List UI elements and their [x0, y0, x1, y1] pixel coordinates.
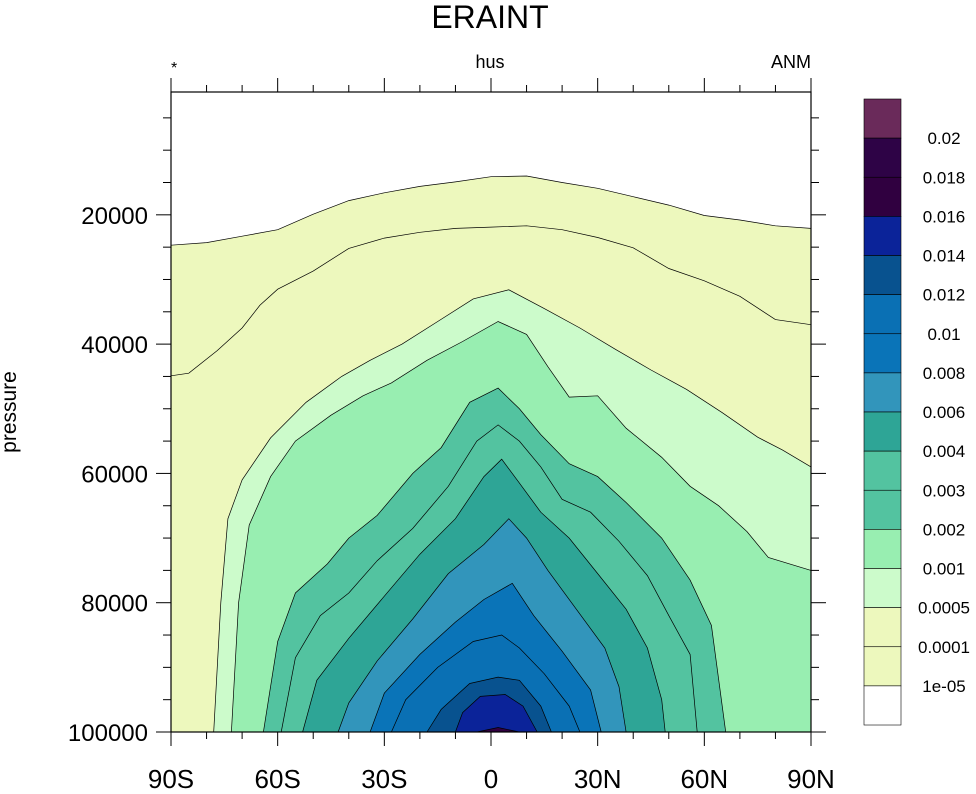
contour-line-0.008: [369, 582, 602, 733]
colorbar-label: 0.008: [923, 364, 966, 383]
contour-line-0.0005: [213, 289, 812, 733]
colorbar-box: [863, 98, 902, 139]
colorbar-label: 0.003: [923, 481, 966, 500]
colorbar-label: 0.004: [923, 442, 966, 461]
x-tick-label: 30N: [574, 764, 622, 794]
right-string: ANM: [771, 52, 811, 72]
contour-fills: [171, 176, 811, 733]
contour-line-0.003: [280, 424, 698, 733]
colorbar-label: 0.01: [927, 325, 960, 344]
colorbar-label: 0.001: [923, 560, 966, 579]
contour-line-0.016: [476, 727, 520, 733]
axis-ticks: [156, 78, 826, 746]
contour-line-0.004: [302, 458, 666, 733]
contour-line-0.001: [231, 321, 812, 733]
colorbar-label: 0.018: [923, 168, 966, 187]
contour-line-0.01: [391, 634, 581, 733]
center-string: hus: [475, 52, 504, 72]
colorbar-box: [863, 489, 902, 530]
chart-title: ERAINT: [431, 0, 548, 35]
colorbar-label: 0.006: [923, 403, 966, 422]
contour-line-0.002: [263, 387, 727, 733]
colorbar-label: 0.014: [923, 247, 966, 266]
colorbar-label: 0.0001: [918, 638, 970, 657]
left-string: *: [171, 60, 177, 77]
y-tick-label: 40000: [81, 332, 148, 359]
x-tick-label: 0: [484, 764, 498, 794]
y-tick-label: 80000: [81, 591, 148, 618]
contour-line-0.006: [337, 518, 627, 733]
colorbar-box: [863, 568, 902, 608]
x-tick-label: 60S: [255, 764, 301, 794]
contour-fill-0.014: [455, 694, 538, 732]
colorbar-label: 0.002: [923, 520, 966, 539]
colorbar-label: 0.012: [923, 286, 966, 305]
contour-lines: [170, 175, 812, 733]
tick-labels: 90S 60S 30S 0 30N 60N 90N 20000 40000 60000 80000 1…: [68, 203, 835, 794]
y-tick-label: 100000: [68, 720, 148, 747]
colorbar-box: [863, 411, 902, 452]
colorbar-label: 0.0005: [918, 599, 970, 618]
contour-line-0.014: [455, 694, 538, 733]
colorbar-box: [863, 294, 902, 335]
x-tick-label: 60N: [680, 764, 728, 794]
y-tick-label: 20000: [81, 203, 148, 230]
colorbar-box: [863, 450, 902, 491]
y-axis-label: pressure: [0, 371, 21, 453]
colorbar-box: [863, 529, 902, 569]
colorbar-label: 0.02: [927, 129, 960, 148]
contour-line-0.0001: [170, 225, 812, 377]
colorbar-box: [863, 255, 902, 295]
colorbar-box: [863, 372, 902, 413]
colorbar-label: 0.016: [923, 207, 966, 226]
colorbar-box: [863, 646, 902, 687]
colorbar-box: [863, 607, 902, 648]
colorbar-box: [863, 176, 902, 217]
contour-fill-0.016: [476, 727, 520, 732]
contour-line-1e-05: [170, 175, 812, 246]
y-tick-label: 60000: [81, 461, 148, 488]
colorbar-box: [863, 685, 902, 726]
colorbar-box: [863, 137, 902, 178]
contour-line-0.012: [426, 676, 552, 733]
x-tick-label: 30S: [361, 764, 407, 794]
colorbar: 1e-05 0.0001 0.0005 0.001 0.002 0.003 0.004 0.0…: [863, 98, 970, 726]
colorbar-box: [863, 333, 902, 374]
colorbar-box: [863, 216, 902, 256]
x-tick-label: 90N: [787, 764, 835, 794]
colorbar-label: 1e-05: [922, 677, 965, 696]
x-tick-label: 90S: [148, 764, 194, 794]
